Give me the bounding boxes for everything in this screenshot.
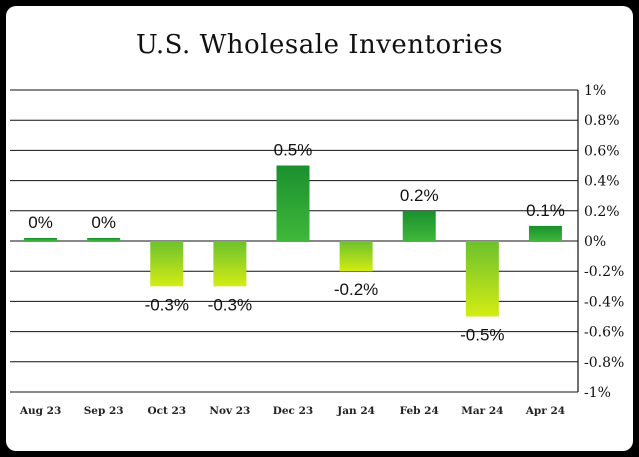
x-tick-label: Mar 24 — [461, 405, 503, 417]
x-tick-label: Apr 24 — [525, 405, 565, 417]
data-label: 0.5% — [274, 141, 313, 160]
data-label: 0.2% — [400, 186, 439, 205]
x-tick-label: Feb 24 — [400, 405, 439, 417]
y-tick-label: -0.2% — [584, 264, 624, 280]
labels: 0% Aug 23 0% Sep 23 -0.3% Oct 23 -0.3% Nov 23 0.… — [19, 141, 565, 418]
y-tick-label: 0% — [584, 234, 606, 250]
bar — [276, 165, 310, 241]
x-tick-label: Sep 23 — [84, 405, 124, 417]
bar — [24, 237, 58, 241]
bar — [465, 241, 499, 317]
x-tick-label: Oct 23 — [147, 405, 186, 417]
bar — [528, 225, 562, 241]
data-label: -0.2% — [334, 280, 378, 299]
data-label: -0.5% — [460, 326, 504, 345]
x-tick-label: Aug 23 — [19, 405, 61, 417]
bar — [339, 241, 373, 272]
chart-title: U.S. Wholesale Inventories — [135, 30, 504, 60]
y-tick-label: 0.6% — [584, 143, 620, 159]
y-tick-label: 0.4% — [584, 174, 620, 190]
bar — [87, 237, 121, 241]
gridlines — [10, 89, 578, 393]
y-tick-label: -1% — [584, 385, 611, 401]
x-tick-label: Nov 23 — [209, 405, 250, 417]
data-label: 0% — [91, 213, 116, 232]
data-label: -0.3% — [145, 295, 189, 314]
y-tick-label: 1% — [584, 83, 606, 99]
bars — [24, 165, 562, 317]
bar-chart: 1% 0.8% 0.6% 0.4% 0.2% 0% -0.2% -0.4% -0.6% -0.8%… — [10, 83, 624, 418]
y-tick-label: 0.8% — [584, 113, 620, 129]
y-tick-label: 0.2% — [584, 204, 620, 220]
data-label: -0.3% — [208, 295, 252, 314]
x-tick-label: Jan 24 — [336, 405, 375, 417]
y-axis: 1% 0.8% 0.6% 0.4% 0.2% 0% -0.2% -0.4% -0.6% -0.8%… — [577, 83, 624, 401]
bar — [150, 241, 184, 287]
y-tick-label: -0.6% — [584, 325, 624, 341]
y-tick-label: -0.8% — [584, 355, 624, 371]
bar — [213, 241, 247, 287]
chart-frame: U.S. Wholesale Inventories 1% 0.8% 0.6% 0.4… — [6, 6, 633, 451]
bar — [402, 210, 436, 241]
x-tick-label: Dec 23 — [273, 405, 313, 417]
y-tick-label: -0.4% — [584, 294, 624, 310]
data-label: 0.1% — [526, 201, 565, 220]
data-label: 0% — [28, 213, 53, 232]
